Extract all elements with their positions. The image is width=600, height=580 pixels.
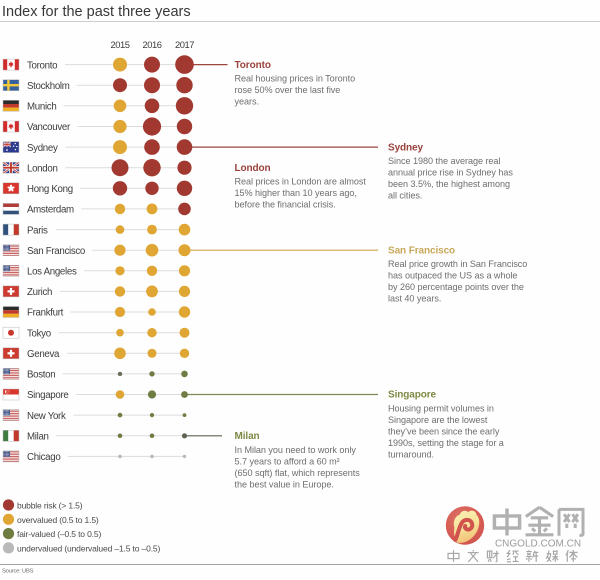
svg-text:2016: 2016 xyxy=(142,39,161,50)
svg-text:Since 1980 the average real: Since 1980 the average real xyxy=(388,156,500,166)
svg-text:Sydney: Sydney xyxy=(27,143,58,154)
svg-text:Zurich: Zurich xyxy=(27,287,52,298)
svg-text:In Milan you need to work only: In Milan you need to work only xyxy=(235,445,357,455)
svg-text:London: London xyxy=(27,163,58,174)
svg-text:overvalued (0.5 to 1.5): overvalued (0.5 to 1.5) xyxy=(17,515,99,525)
svg-text:the best value in Europe.: the best value in Europe. xyxy=(235,479,334,489)
svg-text:London: London xyxy=(235,163,271,174)
svg-text:1990s, setting the stage for a: 1990s, setting the stage for a xyxy=(388,438,505,448)
svg-text:Index for the past three years: Index for the past three years xyxy=(2,4,191,20)
svg-text:Toronto: Toronto xyxy=(27,60,57,71)
svg-text:Milan: Milan xyxy=(27,432,49,443)
svg-text:all cities.: all cities. xyxy=(388,191,422,201)
svg-text:Chicago: Chicago xyxy=(27,452,60,463)
svg-text:5.7 years to afford a 60 m²: 5.7 years to afford a 60 m² xyxy=(235,456,340,466)
svg-text:2015: 2015 xyxy=(110,39,129,50)
svg-text:15% higher than 10 years ago,: 15% higher than 10 years ago, xyxy=(235,188,357,198)
svg-text:Munich: Munich xyxy=(27,102,56,113)
svg-text:turnaround.: turnaround. xyxy=(388,450,434,460)
svg-text:fair-valued (–0.5 to 0.5): fair-valued (–0.5 to 0.5) xyxy=(17,529,101,539)
svg-text:Housing permit volumes in: Housing permit volumes in xyxy=(388,404,494,414)
svg-text:Real price growth in San Franc: Real price growth in San Francisco xyxy=(388,259,527,269)
svg-text:Toronto: Toronto xyxy=(235,60,271,71)
svg-text:rose 50% over the last five: rose 50% over the last five xyxy=(235,85,341,95)
svg-text:San Francisco: San Francisco xyxy=(27,246,85,257)
svg-text:Boston: Boston xyxy=(27,370,55,381)
svg-text:undervalued (undervalued –1.5: undervalued (undervalued –1.5 to –0.5) xyxy=(17,543,160,553)
svg-text:last 40 years.: last 40 years. xyxy=(388,294,441,304)
svg-text:Real prices in London are almo: Real prices in London are almost xyxy=(235,177,367,187)
svg-text:Tokyo: Tokyo xyxy=(27,328,51,339)
svg-text:Los Angeles: Los Angeles xyxy=(27,267,77,278)
svg-text:Singapore: Singapore xyxy=(388,390,437,401)
svg-text:Amsterdam: Amsterdam xyxy=(27,205,74,216)
svg-text:San Francisco: San Francisco xyxy=(388,245,455,256)
svg-text:Sydney: Sydney xyxy=(388,142,424,153)
svg-text:Milan: Milan xyxy=(235,431,260,442)
svg-text:annual price rise in Sydney ha: annual price rise in Sydney has xyxy=(388,168,513,178)
svg-text:Vancouver: Vancouver xyxy=(27,122,71,133)
svg-text:New York: New York xyxy=(27,411,66,422)
svg-text:they’ve been since the early: they’ve been since the early xyxy=(388,427,500,437)
svg-text:Frankfurt: Frankfurt xyxy=(27,308,64,319)
svg-text:Paris: Paris xyxy=(27,225,48,236)
svg-text:Geneva: Geneva xyxy=(27,349,60,360)
svg-text:has outpaced the US as a whole: has outpaced the US as a whole xyxy=(388,271,517,281)
svg-text:bubble risk (> 1.5): bubble risk (> 1.5) xyxy=(17,501,83,511)
svg-text:before the financial crisis.: before the financial crisis. xyxy=(235,200,336,210)
svg-text:(650 sqft) flat, which represe: (650 sqft) flat, which represents xyxy=(235,468,361,478)
svg-text:Stockholm: Stockholm xyxy=(27,81,70,92)
svg-text:CNGOLD.COM.CN: CNGOLD.COM.CN xyxy=(495,538,581,549)
svg-text:by 260 percentage points over: by 260 percentage points over the xyxy=(388,282,524,292)
svg-text:been 3.5%, the highest among: been 3.5%, the highest among xyxy=(388,179,510,189)
svg-text:Singapore are the lowest: Singapore are the lowest xyxy=(388,415,488,425)
svg-text:Real housing prices in Toronto: Real housing prices in Toronto xyxy=(235,74,356,84)
svg-text:Source: UBS: Source: UBS xyxy=(2,568,34,574)
svg-text:2017: 2017 xyxy=(175,39,194,50)
svg-text:years.: years. xyxy=(235,97,259,107)
svg-text:Singapore: Singapore xyxy=(27,390,68,401)
svg-text:Hong Kong: Hong Kong xyxy=(27,184,73,195)
